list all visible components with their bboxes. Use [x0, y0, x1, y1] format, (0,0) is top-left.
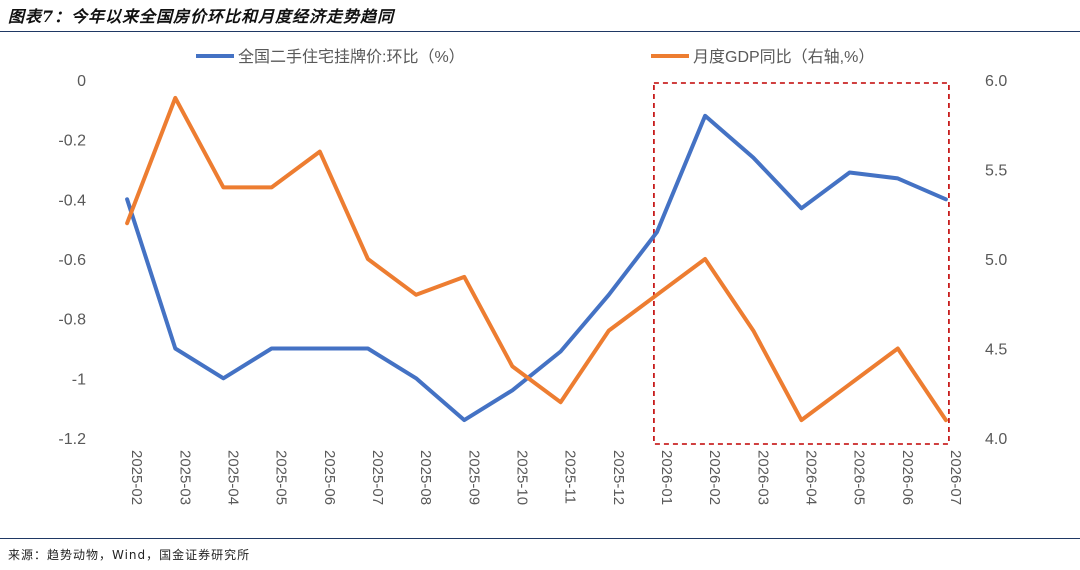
right-tick-label: 4.0	[985, 431, 1007, 448]
x-tick-label: 2025-04	[224, 450, 241, 505]
bottom-rule	[0, 538, 1080, 539]
legend-label-1: 全国二手住宅挂牌价:环比（%）	[238, 48, 465, 66]
left-tick-label: -0.2	[58, 133, 86, 150]
legend-label-2: 月度GDP同比（右轴,%）	[693, 48, 874, 66]
left-tick-label: -1.2	[58, 431, 86, 448]
series-lines	[125, 95, 948, 423]
highlight-rect	[653, 82, 950, 445]
x-tick-label: 2026-06	[899, 450, 916, 505]
x-tick-label: 2025-12	[610, 450, 627, 505]
x-tick-label: 2025-10	[513, 450, 530, 505]
right-tick-label: 5.5	[985, 163, 1007, 180]
x-tick-label: 2026-03	[754, 450, 771, 505]
x-tick-label: 2025-07	[369, 450, 386, 505]
source-note: 来源：趋势动物，Wind，国金证券研究所	[8, 548, 251, 562]
right-tick-label: 6.0	[985, 73, 1007, 90]
x-tick-label: 2025-03	[176, 450, 193, 505]
x-axis: 2025-02 2025-03 2025-04 2025-05 2025-06 2025-…	[128, 450, 964, 505]
x-tick-label: 2025-05	[273, 450, 290, 505]
x-tick-label: 2025-06	[321, 450, 338, 505]
x-tick-label: 2025-09	[465, 450, 482, 505]
line-chart: 全国二手住宅挂牌价:环比（%） 月度GDP同比（右轴,%） 0 -0.2 -0.4 -0…	[58, 48, 1007, 505]
highlight-box	[653, 82, 950, 445]
legend: 全国二手住宅挂牌价:环比（%） 月度GDP同比（右轴,%）	[196, 48, 874, 66]
x-tick-label: 2026-05	[851, 450, 868, 505]
right-y-axis: 6.0 5.5 5.0 4.5 4.0	[985, 73, 1007, 448]
left-tick-label: 0	[77, 73, 86, 90]
right-tick-label: 5.0	[985, 252, 1007, 269]
x-tick-label: 2026-04	[802, 450, 819, 505]
left-tick-label: -0.4	[58, 192, 86, 209]
left-tick-label: -1	[72, 371, 86, 388]
figure-title: 图表7：今年以来全国房价环比和月度经济走势趋同	[8, 7, 395, 26]
series-line-2	[125, 95, 948, 423]
left-tick-label: -0.8	[58, 312, 86, 329]
x-tick-label: 2025-08	[417, 450, 434, 505]
x-tick-label: 2026-02	[706, 450, 723, 505]
right-tick-label: 4.5	[985, 342, 1007, 359]
left-tick-label: -0.6	[58, 252, 86, 269]
left-y-axis: 0 -0.2 -0.4 -0.6 -0.8 -1 -1.2	[58, 73, 86, 448]
x-tick-label: 2025-02	[128, 450, 145, 505]
series-line-1	[125, 113, 948, 423]
x-tick-label: 2025-11	[562, 450, 579, 504]
top-rule	[0, 31, 1080, 32]
x-tick-label: 2026-07	[947, 450, 964, 505]
x-tick-label: 2026-01	[658, 450, 675, 505]
